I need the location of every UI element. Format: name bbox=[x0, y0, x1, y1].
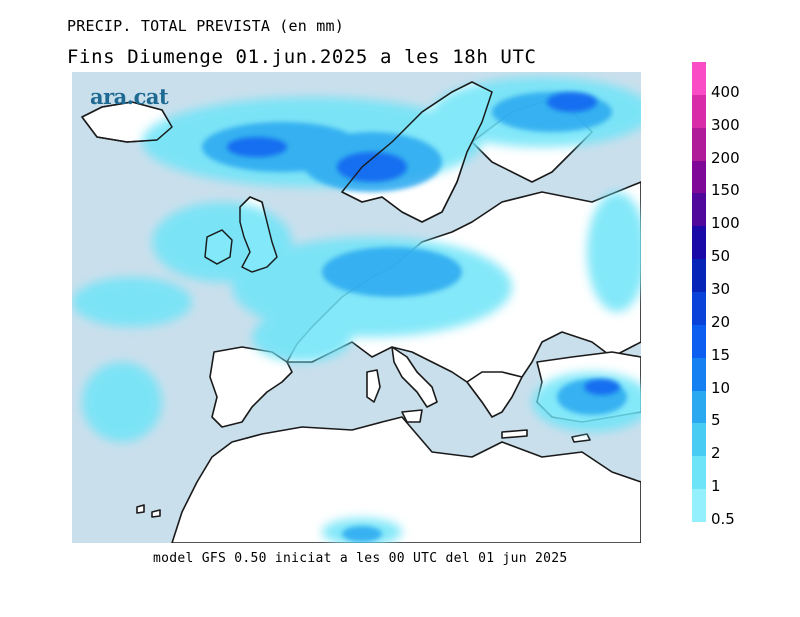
legend-swatch-1 bbox=[692, 456, 706, 490]
legend-label-2: 2 bbox=[711, 444, 721, 463]
legend-label-10: 10 bbox=[711, 378, 731, 397]
italy-land bbox=[391, 346, 438, 408]
precipitation-map bbox=[72, 72, 641, 543]
legend-swatch-150 bbox=[692, 160, 706, 194]
legend-label-1: 1 bbox=[711, 477, 721, 496]
legend-swatch-200 bbox=[692, 127, 706, 161]
africa-land bbox=[171, 416, 641, 543]
ara-cat-logo: ara.cat bbox=[90, 84, 169, 109]
cyprus-land bbox=[571, 433, 591, 443]
legend-label-0.5: 0.5 bbox=[711, 510, 735, 528]
map-title: PRECIP. TOTAL PREVISTA (en mm) bbox=[67, 17, 344, 35]
legend-swatch-300 bbox=[692, 94, 706, 128]
legend-swatch-5 bbox=[692, 390, 706, 424]
legend-label-400: 400 bbox=[711, 82, 740, 101]
legend-swatch-2 bbox=[692, 423, 706, 457]
sardinia-land bbox=[366, 369, 381, 403]
legend-label-50: 50 bbox=[711, 247, 731, 266]
legend-swatch-15 bbox=[692, 324, 706, 358]
map-canvas bbox=[72, 77, 641, 543]
precip-layer-heavy bbox=[227, 92, 620, 395]
legend-swatch-400 bbox=[692, 62, 706, 95]
legend-label-20: 20 bbox=[711, 312, 731, 331]
legend-label-100: 100 bbox=[711, 214, 740, 233]
legend-label-300: 300 bbox=[711, 115, 740, 134]
precip-color-scale bbox=[692, 62, 706, 522]
legend-swatch-0.5 bbox=[692, 489, 706, 522]
coastlines bbox=[81, 81, 493, 273]
legend-swatch-100 bbox=[692, 193, 706, 227]
legend-label-15: 15 bbox=[711, 345, 731, 364]
canaries-land bbox=[136, 504, 161, 518]
legend-swatch-20 bbox=[692, 292, 706, 325]
legend-swatch-10 bbox=[692, 357, 706, 391]
legend-swatch-30 bbox=[692, 259, 706, 292]
legend-label-30: 30 bbox=[711, 280, 731, 298]
sicily-land bbox=[401, 409, 423, 423]
legend-label-200: 200 bbox=[711, 148, 740, 167]
legend-label-150: 150 bbox=[711, 181, 740, 200]
balkans-land bbox=[466, 371, 523, 418]
legend-swatch-50 bbox=[692, 226, 706, 260]
model-footer: model GFS 0.50 iniciat a les 00 UTC del … bbox=[153, 551, 568, 566]
map-subtitle: Fins Diumenge 01.jun.2025 a les 18h UTC bbox=[67, 46, 537, 68]
legend-label-5: 5 bbox=[711, 411, 721, 430]
crete-land bbox=[501, 429, 528, 439]
